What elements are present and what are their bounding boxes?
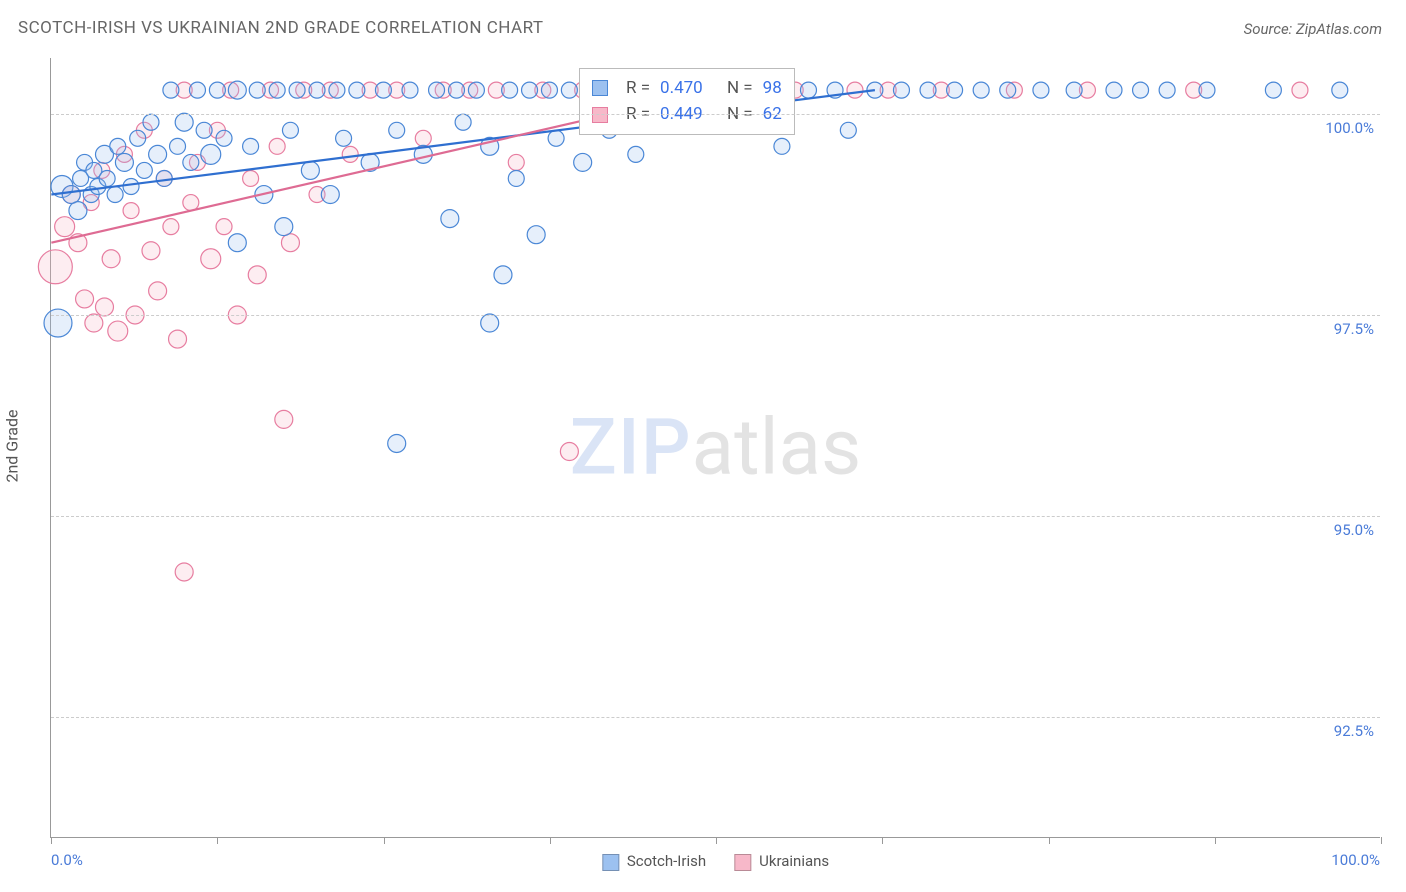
gridline bbox=[51, 516, 1380, 517]
x-tick bbox=[1049, 837, 1050, 844]
stats-row-scotch-irish: R = 0.470 N = 98 bbox=[592, 75, 782, 101]
legend-label: Scotch-Irish bbox=[627, 852, 706, 870]
x-axis-max-label: 100.0% bbox=[1331, 851, 1380, 869]
stats-box: R = 0.470 N = 98 R = 0.449 N = 62 bbox=[579, 68, 795, 135]
x-tick bbox=[550, 837, 551, 844]
x-tick bbox=[882, 837, 883, 844]
x-tick bbox=[1381, 837, 1382, 844]
plot-area: ZIPatlas R = 0.470 N = 98 R = 0.449 N = … bbox=[50, 58, 1380, 838]
stat-r-value: 0.470 bbox=[660, 75, 703, 101]
chart-container: SCOTCH-IRISH VS UKRAINIAN 2ND GRADE CORR… bbox=[0, 0, 1406, 892]
legend: Scotch-Irish Ukrainians bbox=[602, 852, 829, 871]
source-label: Source: ZipAtlas.com bbox=[1244, 20, 1382, 38]
legend-label: Ukrainians bbox=[759, 852, 829, 870]
stat-r-label: R = bbox=[626, 75, 650, 101]
y-tick-label: 97.5% bbox=[1334, 320, 1374, 338]
gridline bbox=[51, 315, 1380, 316]
x-tick bbox=[716, 837, 717, 844]
gridline bbox=[51, 717, 1380, 718]
x-axis-min-label: 0.0% bbox=[51, 851, 83, 869]
scatter-svg bbox=[51, 58, 1380, 837]
legend-item-scotch-irish: Scotch-Irish bbox=[602, 852, 706, 871]
swatch-icon bbox=[734, 854, 751, 871]
y-tick-label: 95.0% bbox=[1334, 521, 1374, 539]
stat-n-value: 98 bbox=[763, 75, 782, 101]
gridline bbox=[51, 114, 1380, 115]
chart-title: SCOTCH-IRISH VS UKRAINIAN 2ND GRADE CORR… bbox=[18, 18, 544, 38]
y-tick-label: 100.0% bbox=[1325, 119, 1374, 137]
legend-item-ukrainians: Ukrainians bbox=[734, 852, 829, 871]
x-tick bbox=[51, 837, 52, 844]
x-tick bbox=[1215, 837, 1216, 844]
stat-n-label: N = bbox=[727, 75, 753, 101]
swatch-icon bbox=[602, 854, 619, 871]
x-tick bbox=[217, 837, 218, 844]
swatch-icon bbox=[592, 80, 608, 96]
y-axis-title: 2nd Grade bbox=[3, 409, 22, 482]
x-tick bbox=[384, 837, 385, 844]
y-tick-label: 92.5% bbox=[1334, 722, 1374, 740]
